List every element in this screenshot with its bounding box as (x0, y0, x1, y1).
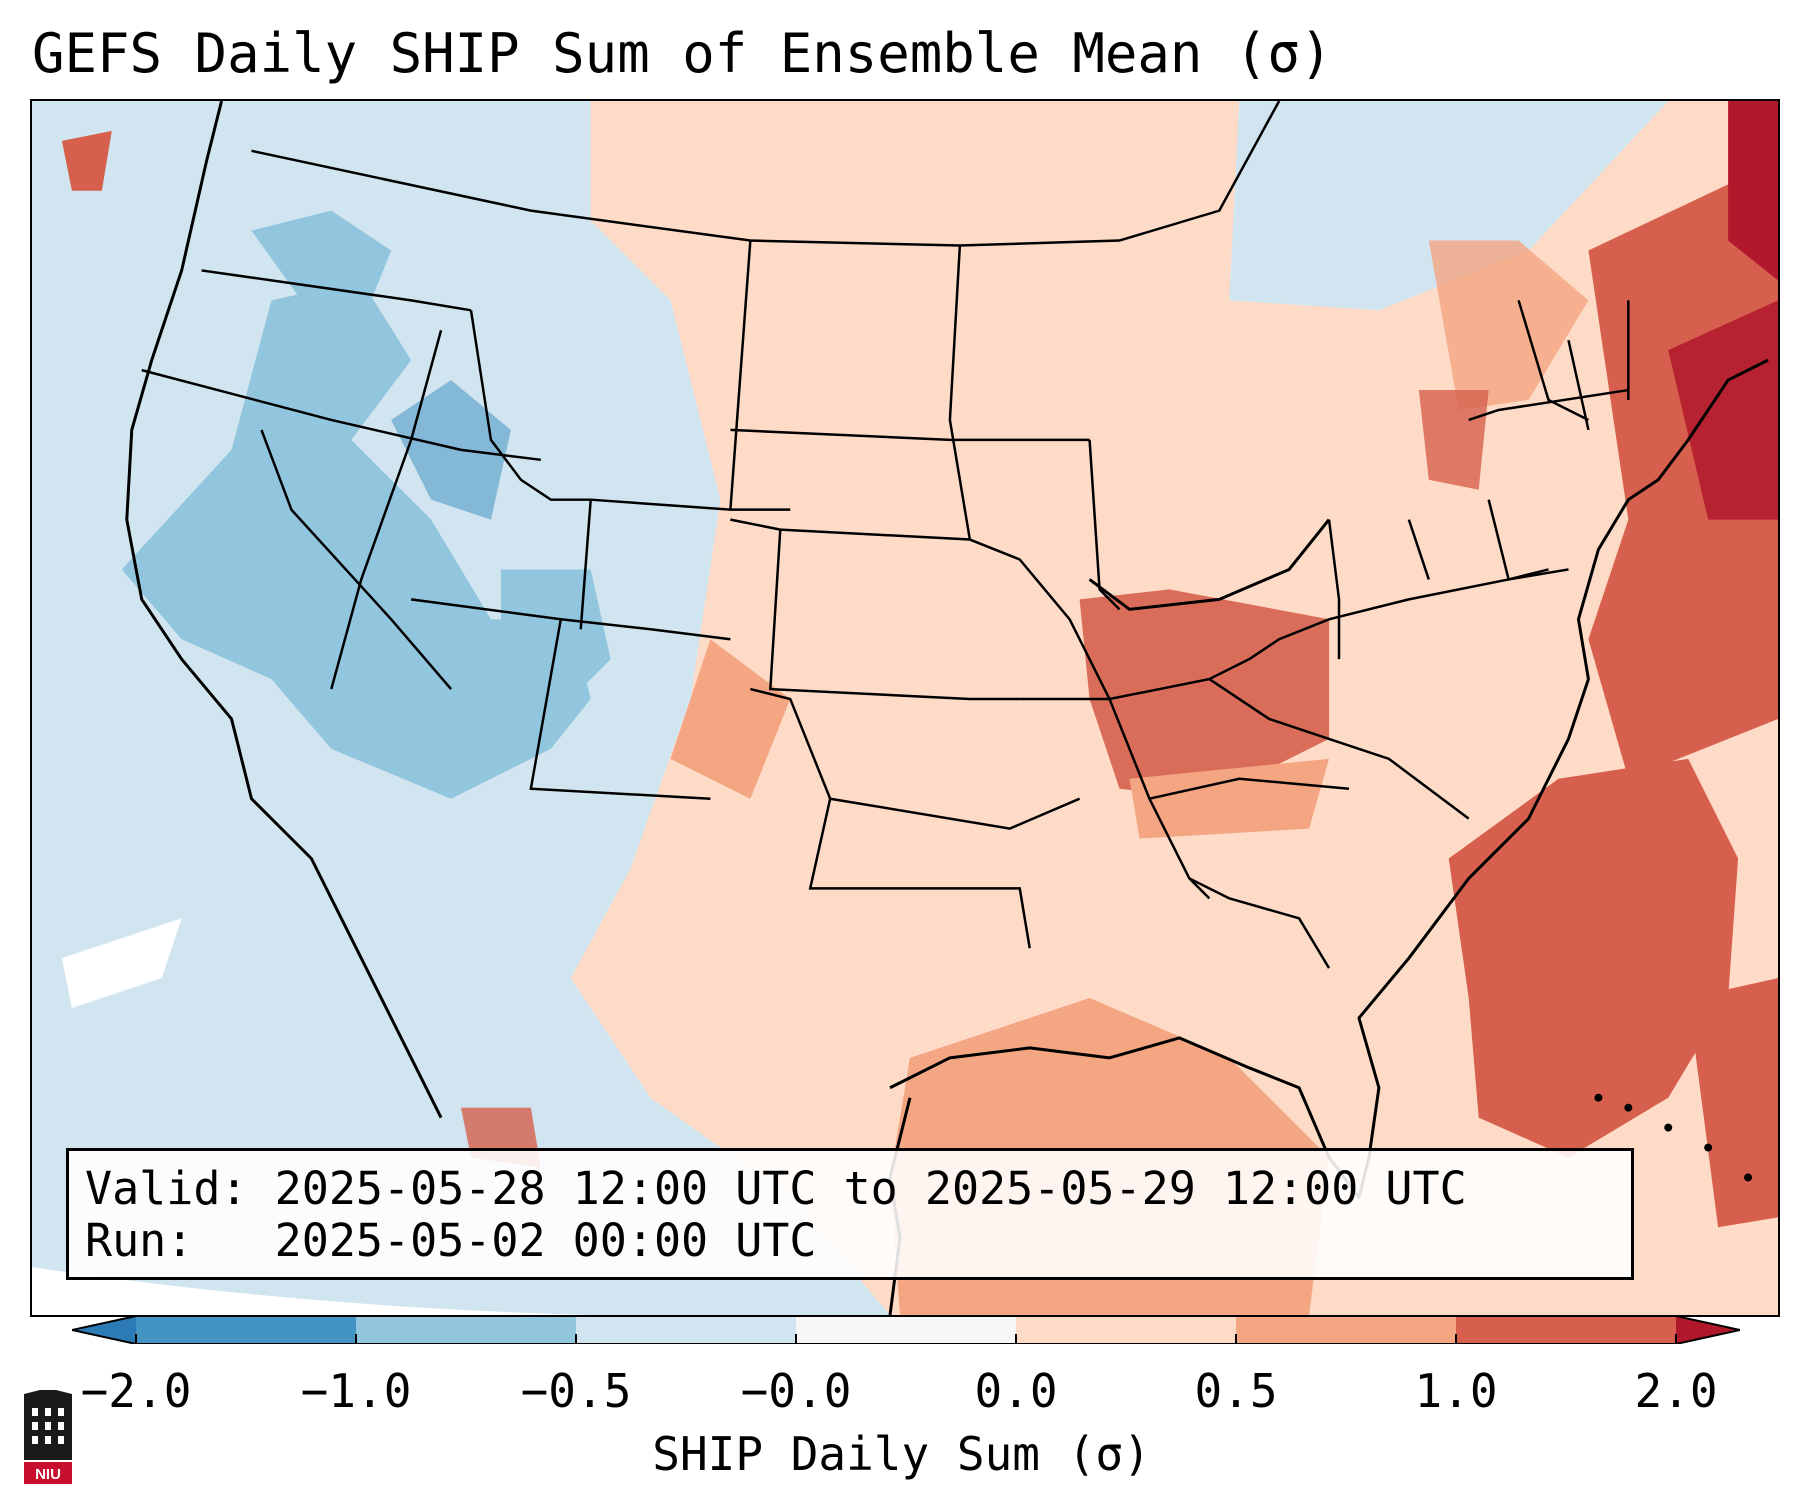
colorbar-segment (576, 1316, 797, 1344)
map-panel (30, 99, 1780, 1317)
colorbar-extend-high (1676, 1316, 1740, 1344)
tennessee-positive (1129, 758, 1330, 839)
pacific-neutral-patch (61, 918, 182, 1009)
maritimes-max (1728, 101, 1778, 281)
valid-run-info-box: Valid: 2025-05-28 12:00 UTC to 2025-05-2… (66, 1148, 1634, 1280)
new-england-max (1668, 300, 1778, 520)
atlantic-positive (1448, 758, 1739, 1158)
colorbar-segment (356, 1316, 577, 1344)
university-logo-icon: NIU (24, 1390, 72, 1484)
colorbar-tick-label: −2.0 (80, 1364, 192, 1418)
colorbar-segment (136, 1316, 357, 1344)
ship-anomaly-map (32, 101, 1778, 1315)
lake-ontario-positive (1418, 390, 1489, 490)
pacific-nw-negative (251, 210, 392, 301)
colorbar-label: SHIP Daily Sum (σ) (652, 1427, 1151, 1481)
pacific-speck-positive (61, 130, 112, 191)
colorbar-tick-label: 0.5 (1194, 1364, 1278, 1418)
colorbar (72, 1316, 1740, 1344)
island-markers (1594, 1093, 1753, 1182)
colorbar-tick-label: 0.0 (974, 1364, 1058, 1418)
colorbar-tick-label: −1.0 (300, 1364, 412, 1418)
valid-time-text: Valid: 2025-05-28 12:00 UTC to 2025-05-2… (85, 1162, 1467, 1215)
state-boundaries (141, 101, 1630, 969)
colorbar-segment (796, 1316, 1017, 1344)
ohio-valley-positive (1079, 589, 1330, 799)
colorbar-segment (1016, 1316, 1237, 1344)
colorbar-tick-label: −0.0 (740, 1364, 852, 1418)
colorbar-segment (1456, 1316, 1677, 1344)
caribbean-positive (1688, 978, 1778, 1228)
logo-text: NIU (35, 1466, 61, 1483)
west-negative-region (121, 280, 591, 799)
run-time-text: Run: 2025-05-02 00:00 UTC (85, 1214, 817, 1267)
ontario-positive (1428, 240, 1589, 410)
northeast-atlantic-positive (1588, 160, 1778, 779)
plains-positive (670, 639, 791, 799)
great-basin-core (391, 380, 511, 520)
colorbar-tick-label: 1.0 (1414, 1364, 1498, 1418)
colorbar-extend-low (72, 1316, 136, 1344)
colorbar-segment (1236, 1316, 1457, 1344)
colorbar-tick-label: 2.0 (1634, 1364, 1718, 1418)
chart-title: GEFS Daily SHIP Sum of Ensemble Mean (σ) (32, 22, 1333, 85)
colorbar-tick-label: −0.5 (520, 1364, 632, 1418)
projection-edge (32, 1267, 891, 1315)
